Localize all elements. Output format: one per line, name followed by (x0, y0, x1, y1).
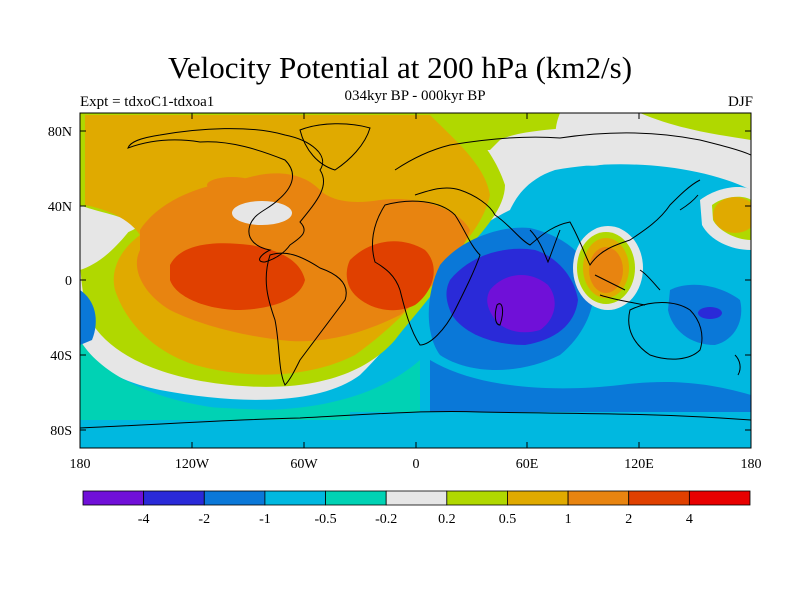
colorbar-swatch (507, 490, 569, 506)
lon-tick-label: 180 (70, 457, 91, 472)
colorbar-swatch (325, 490, 387, 506)
lat-tick-label: 0 (65, 274, 72, 289)
colorbar-label: 1 (565, 512, 572, 527)
experiment-label: Expt = tdxoC1-tdxoa1 (80, 94, 215, 110)
colorbar-label: -0.5 (314, 512, 336, 527)
fill-purple (487, 274, 555, 333)
plot-subtitle: 034kyr BP - 000kyr BP (344, 88, 486, 104)
colorbar-swatch (203, 490, 266, 506)
colorbar (82, 490, 751, 506)
lon-tick-label: 180 (741, 457, 762, 472)
contour-fill (80, 113, 751, 448)
fill-orange-bullseye (589, 247, 623, 293)
fill-teal (80, 340, 420, 420)
lat-tick-label: 80N (48, 125, 72, 140)
lon-tick-label: 120W (175, 457, 210, 472)
lon-tick-label: 0 (413, 457, 420, 472)
colorbar-swatch (143, 490, 205, 506)
colorbar-swatch (567, 490, 630, 506)
colorbar-label: -2 (198, 512, 210, 527)
plot-title: Velocity Potential at 200 hPa (km2/s) (167, 50, 633, 85)
colorbar-labels: -4 -2 -1 -0.5 -0.2 0.2 0.5 1 2 4 (138, 512, 693, 527)
fill-grey-blob (232, 201, 292, 225)
lat-tick-label: 80S (50, 424, 72, 439)
colorbar-swatch (82, 490, 145, 506)
colorbar-label: -4 (138, 512, 150, 527)
colorbar-label: 0.2 (438, 512, 456, 527)
fill-redorange-east (346, 241, 434, 311)
lat-tick-label: 40N (48, 200, 72, 215)
season-label: DJF (727, 94, 753, 110)
lon-tick-label: 120E (624, 457, 654, 472)
colorbar-label: 0.5 (499, 512, 517, 527)
colorbar-swatch (688, 490, 751, 506)
colorbar-label: -0.2 (375, 512, 397, 527)
colorbar-label: -1 (259, 512, 271, 527)
lon-tickmarks (79, 113, 752, 448)
coastlines (80, 123, 751, 429)
lon-tick-label: 60E (516, 457, 539, 472)
colorbar-label: 4 (686, 512, 693, 527)
colorbar-label: 2 (625, 512, 632, 527)
colorbar-swatch (385, 490, 448, 506)
lon-tick-label: 60W (290, 457, 318, 472)
colorbar-swatch (264, 490, 326, 506)
colorbar-swatch (628, 490, 690, 506)
lat-tickmarks (80, 130, 751, 431)
colorbar-swatch (446, 490, 508, 506)
lat-tick-label: 40S (50, 349, 72, 364)
